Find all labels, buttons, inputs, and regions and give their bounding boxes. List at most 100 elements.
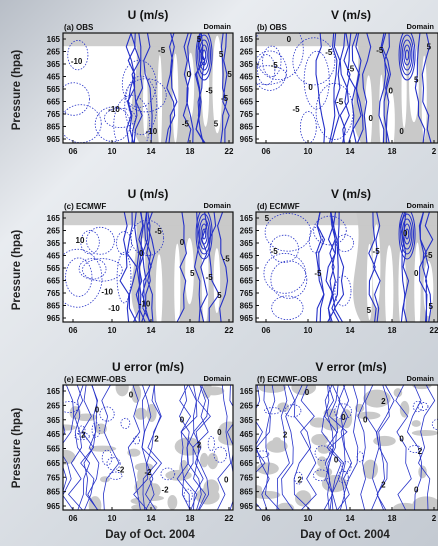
negative-contour <box>120 417 131 429</box>
negative-contour <box>356 451 364 463</box>
contour-line <box>127 385 141 510</box>
jet-core-contour <box>401 218 413 250</box>
jet-core-contour <box>404 49 410 61</box>
contour-label: -10 <box>139 300 151 309</box>
contour-line <box>222 33 230 143</box>
shaded-region <box>399 400 410 418</box>
contour-label: 5 <box>414 76 419 85</box>
contour-label: 5 <box>427 43 432 52</box>
negative-contour <box>82 258 123 282</box>
y-tick-label: 265 <box>47 401 61 410</box>
contour-label: 0 <box>308 83 313 92</box>
contour-field: 0 2 0 0 2 0 2 0 2 0 2 <box>256 385 438 510</box>
shaded-region <box>411 429 438 437</box>
negative-contour <box>133 435 140 445</box>
contour-label: 5 <box>227 70 232 79</box>
contour-label: -2 <box>144 468 152 477</box>
contour-line <box>333 212 345 322</box>
contour-label: 5 <box>190 269 195 278</box>
plot-frame <box>62 211 234 323</box>
contour-line <box>186 385 202 510</box>
contour-label: 5 <box>214 120 219 129</box>
contour-label: -5 <box>206 87 214 96</box>
contour-line <box>419 212 428 322</box>
negative-contour <box>263 252 307 294</box>
y-tick-label: 365 <box>240 60 254 69</box>
contour-line <box>192 385 210 510</box>
contour-line <box>355 33 364 143</box>
shaded-region <box>88 445 117 452</box>
contour-line <box>418 385 436 510</box>
negative-contour <box>108 471 123 480</box>
contour-label: 0 <box>414 269 419 278</box>
negative-contour <box>99 406 115 422</box>
contour-line <box>220 33 228 143</box>
y-tick-label: 465 <box>47 73 61 82</box>
contour-line <box>141 212 149 322</box>
x-tick-label: 06 <box>69 514 78 523</box>
contour-label: -5 <box>206 273 214 282</box>
x-tick-label: 2 <box>432 147 437 156</box>
row-ylabel-1: Pressure (hpa) <box>11 50 23 131</box>
contour-label: -10 <box>108 105 120 114</box>
contour-line <box>193 385 211 510</box>
negative-contour <box>125 78 167 113</box>
y-tick-label: 465 <box>240 73 254 82</box>
shaded-region <box>256 212 438 226</box>
shaded-region <box>363 389 391 408</box>
contour-label: -5 <box>425 251 433 260</box>
contour-line <box>336 385 353 510</box>
contour-line <box>395 385 412 510</box>
jet-core-contour <box>400 34 414 76</box>
contour-line <box>133 385 152 510</box>
panel-tag: (b) OBS <box>257 23 287 32</box>
contour-line <box>145 385 162 510</box>
contour-label: -5 <box>292 105 300 114</box>
y-tick-label: 865 <box>240 302 254 311</box>
shaded-region <box>99 476 111 483</box>
contour-field: 0 -5 0 -5 -5 0 -5 0 0 5 5 -5 -5 <box>256 33 438 143</box>
y-tick-label: 765 <box>240 289 254 298</box>
unshaded-region <box>409 44 419 123</box>
y-tick-label: 365 <box>47 239 61 248</box>
x-tick-label: 22 <box>225 147 234 156</box>
shaded-region <box>411 420 421 427</box>
negative-contour <box>271 295 304 321</box>
negative-contour <box>67 40 89 71</box>
jet-core-contour <box>198 39 210 71</box>
y-tick-label: 465 <box>47 252 61 261</box>
contour-label: 2 <box>283 431 288 440</box>
shaded-region <box>63 424 76 431</box>
contour-label: 2 <box>197 441 202 450</box>
contour-line <box>414 33 426 143</box>
jet-core-contour <box>398 33 416 81</box>
y-tick-label: 665 <box>47 277 61 286</box>
contour-line <box>119 212 130 322</box>
region-label: Domain <box>203 374 231 383</box>
contour-line <box>143 33 153 143</box>
y-tick-label: 865 <box>47 123 61 132</box>
contour-line <box>300 385 317 510</box>
contour-line <box>323 385 337 510</box>
plot-frame <box>255 384 438 511</box>
unshaded-region <box>385 245 394 322</box>
shaded-region <box>294 490 312 507</box>
contour-field: -10 -10 -10 -5 0 5 -5 5 -5 5 -5 5 <box>63 33 233 143</box>
contour-label: -5 <box>314 269 322 278</box>
y-tick-label: 665 <box>47 459 61 468</box>
y-tick-label: 665 <box>240 459 254 468</box>
negative-contour <box>106 456 121 471</box>
negative-contour <box>63 248 103 308</box>
row-ylabel-2: Pressure (hpa) <box>11 230 23 311</box>
shaded-region <box>134 407 148 420</box>
contour-line <box>315 33 326 143</box>
y-tick-label: 865 <box>47 302 61 311</box>
negative-contour <box>299 111 317 143</box>
panel-f: 0 2 0 0 2 0 2 0 2 0 2 165 265 365 465 565 665 765 865 965 06… <box>240 360 438 523</box>
negative-contour <box>334 403 352 420</box>
negative-contour <box>270 260 308 299</box>
region-label: Domain <box>406 22 434 31</box>
contour-label: -10 <box>146 127 158 136</box>
x-tick-label: 18 <box>388 326 397 335</box>
